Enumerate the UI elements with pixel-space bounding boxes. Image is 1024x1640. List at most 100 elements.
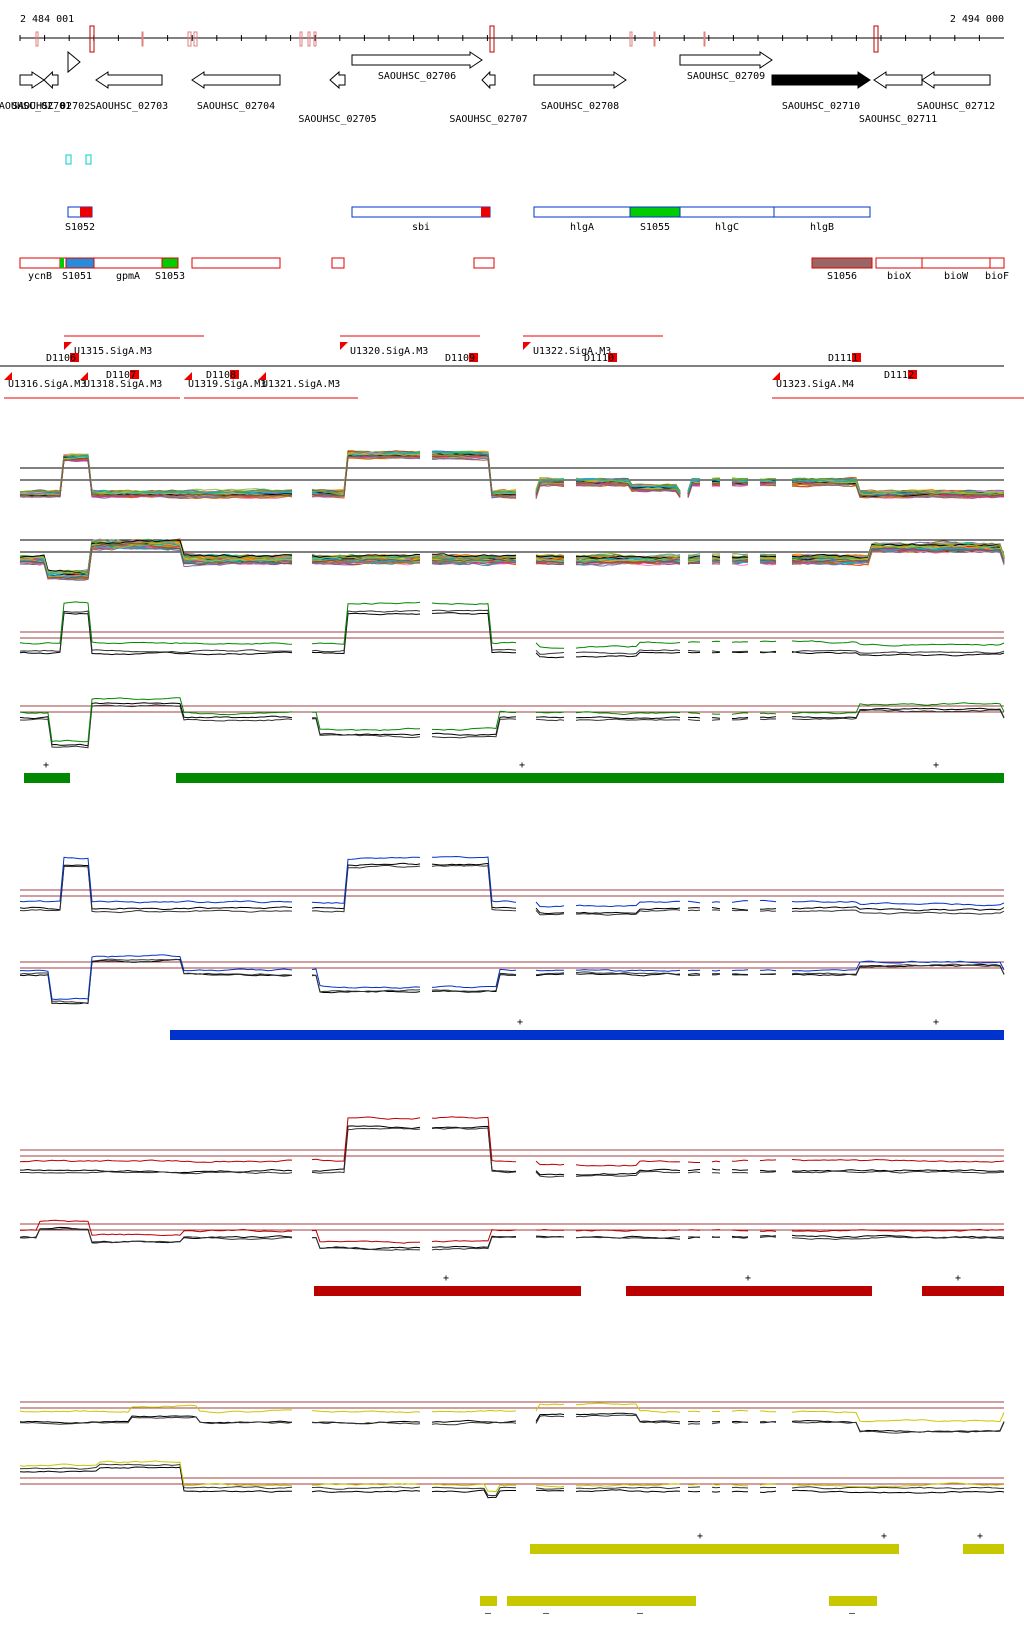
segment-sign: – bbox=[485, 1608, 492, 1619]
multi-series-line bbox=[19, 452, 1005, 496]
blue-feature-box bbox=[533, 206, 631, 218]
gene-label: SAOUHSC_02704 bbox=[197, 101, 275, 112]
condition-line bbox=[20, 1414, 1005, 1434]
red-feature-box bbox=[19, 257, 61, 269]
condition-line bbox=[19, 864, 1005, 916]
terminator-box bbox=[852, 353, 861, 362]
segment-bar bbox=[530, 1544, 899, 1554]
gene-label: SAOUHSC_02701 bbox=[0, 101, 71, 112]
promoter-flag bbox=[64, 342, 72, 350]
segment-bar bbox=[170, 1030, 1004, 1040]
multi-series-line bbox=[19, 451, 1005, 496]
terminator-box bbox=[70, 353, 79, 362]
multi-series-line bbox=[19, 543, 1005, 575]
gene-label: SAOUHSC_02702 bbox=[12, 101, 90, 112]
segment-sign: + bbox=[443, 1273, 449, 1284]
condition-line bbox=[19, 1466, 1005, 1499]
ruler-mark bbox=[873, 25, 879, 53]
promoter-label: U1319.SigA.M3 bbox=[188, 379, 266, 390]
gene-arrow bbox=[191, 71, 281, 89]
multi-series-line bbox=[19, 453, 1005, 496]
ruler-mark bbox=[653, 31, 656, 47]
red-feature-box bbox=[473, 257, 495, 269]
blue-feature-box bbox=[679, 206, 775, 218]
red-feature-box bbox=[60, 258, 64, 268]
condition-line bbox=[20, 954, 1005, 1001]
segment-bar bbox=[922, 1286, 1004, 1296]
promoter-label: U1318.SigA.M3 bbox=[84, 379, 162, 390]
multi-series-line bbox=[19, 542, 1005, 579]
coord-start-label: 2 484 001 bbox=[20, 14, 74, 25]
red-feature-label: S1051 bbox=[62, 271, 92, 282]
coordinate-ruler: 2 484 001 2 494 000 bbox=[19, 14, 1004, 53]
promoter-flag bbox=[258, 372, 266, 380]
red-feature-box bbox=[191, 257, 281, 269]
segment-bars: + + + + + + + + + + + – – – – bbox=[24, 760, 1004, 1619]
multi-series-line bbox=[19, 539, 1005, 574]
feature-red-tip bbox=[481, 207, 490, 217]
gene-label: SAOUHSC_02708 bbox=[541, 101, 619, 112]
gene-arrow bbox=[19, 71, 45, 89]
red-feature-box bbox=[811, 257, 873, 269]
ruler-mark bbox=[193, 31, 198, 47]
multi-series-line bbox=[19, 452, 1005, 497]
segment-bar bbox=[829, 1596, 877, 1606]
red-feature-box bbox=[989, 257, 1005, 269]
terminator-label: D1107 bbox=[106, 370, 136, 381]
terminator-label: D1111 bbox=[828, 353, 858, 364]
gene-arrow bbox=[67, 50, 81, 74]
segment-sign: – bbox=[543, 1608, 550, 1619]
gene-arrow bbox=[873, 71, 923, 89]
gene-arrow bbox=[921, 71, 991, 89]
condition-line bbox=[19, 601, 1005, 649]
segment-sign: – bbox=[637, 1608, 644, 1619]
red-feature-label: ycnB bbox=[28, 271, 52, 282]
multi-series-line bbox=[19, 451, 1005, 496]
red-feature-box bbox=[331, 257, 345, 269]
terminator-label: D1109 bbox=[445, 353, 475, 364]
condition-line bbox=[19, 1460, 1005, 1493]
regulation-track: U1315.SigA.M3 U1320.SigA.M3 U1322.SigA.M3 U… bbox=[0, 335, 1024, 399]
gene-label: SAOUHSC_02707 bbox=[449, 114, 527, 125]
segment-bar bbox=[626, 1286, 872, 1296]
segment-sign: + bbox=[955, 1273, 961, 1284]
promoter-flag bbox=[772, 372, 780, 380]
gene-label: SAOUHSC_02712 bbox=[917, 101, 995, 112]
promoter-flag bbox=[4, 372, 12, 380]
segment-sign: + bbox=[745, 1273, 751, 1284]
condition-line bbox=[20, 1127, 1005, 1178]
red-feature-box bbox=[921, 257, 991, 269]
ruler-mark bbox=[141, 31, 144, 47]
blue-feature-box bbox=[773, 206, 871, 218]
gene-arrow bbox=[351, 51, 483, 69]
ruler-mark bbox=[299, 31, 303, 47]
terminator-label: D1110 bbox=[584, 353, 614, 364]
gene-arrow bbox=[481, 70, 496, 90]
red-feature-box bbox=[93, 257, 163, 269]
promoter-label: U1316.SigA.M3 bbox=[8, 379, 86, 390]
red-feature-label: S1056 bbox=[827, 271, 857, 282]
segment-bar bbox=[24, 773, 70, 783]
gene-arrow bbox=[329, 70, 346, 90]
segment-bar bbox=[314, 1286, 581, 1296]
promoter-label: U1315.SigA.M3 bbox=[74, 346, 152, 357]
condition-line bbox=[19, 958, 1005, 1005]
condition-line bbox=[19, 1402, 1005, 1423]
cyan-marker bbox=[65, 154, 72, 165]
red-feature-label: S1053 bbox=[155, 271, 185, 282]
gene-arrow bbox=[95, 71, 163, 89]
condition-line bbox=[19, 704, 1005, 749]
red-feature-label: gpmA bbox=[116, 271, 140, 282]
multi-series-line bbox=[19, 454, 1004, 497]
gene-label: SAOUHSC_02705 bbox=[298, 114, 376, 125]
ruler-mark bbox=[629, 31, 633, 47]
segment-bar bbox=[176, 773, 1004, 783]
red-feature-label: bioF bbox=[985, 271, 1009, 282]
promoter-label: U1323.SigA.M4 bbox=[776, 379, 854, 390]
condition-line bbox=[19, 609, 1005, 655]
coord-end-label: 2 494 000 bbox=[950, 14, 1004, 25]
condition-line bbox=[19, 1228, 1005, 1251]
segment-bar bbox=[507, 1596, 696, 1606]
blue-feature-track: S1052 sbi hlgA S1055 hlgC hlgB bbox=[65, 206, 871, 233]
